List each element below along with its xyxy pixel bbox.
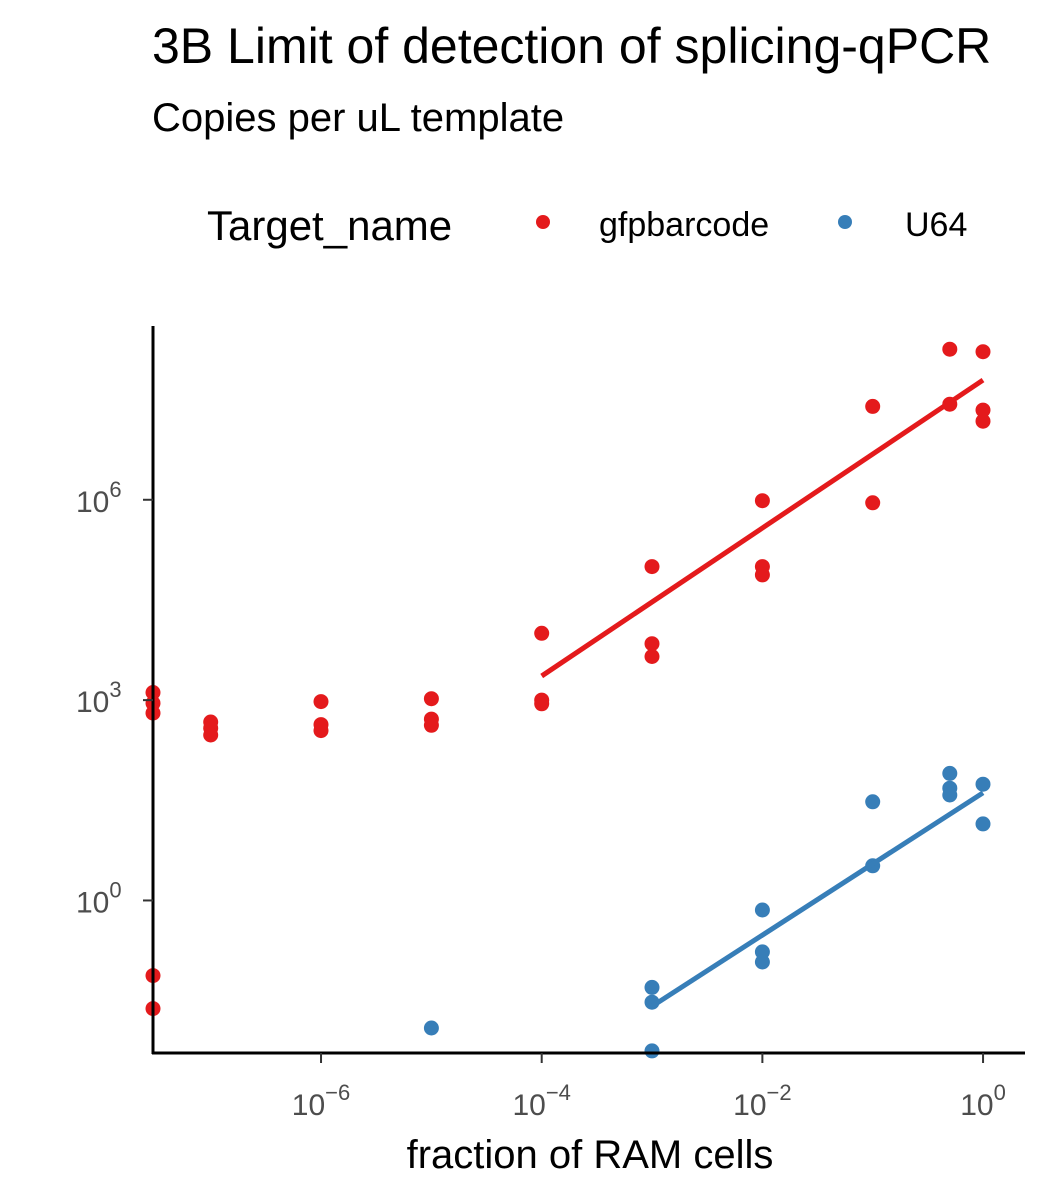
x-tick-label-3: 100	[960, 1080, 1006, 1122]
legend: Target_name gfpbarcode U64	[207, 202, 967, 249]
point-u64-6	[754, 954, 770, 970]
x-axis-label: fraction of RAM cells	[407, 1133, 774, 1177]
point-u64-9	[942, 765, 958, 781]
point-gfpbarcode-23	[865, 398, 881, 414]
point-u64-1	[644, 979, 660, 995]
point-gfpbarcode-18	[644, 636, 660, 652]
plot-area	[145, 341, 991, 1059]
point-gfpbarcode-14	[534, 625, 550, 641]
point-gfpbarcode-20	[754, 493, 770, 509]
legend-marker-gfpbarcode	[536, 215, 550, 229]
y-tick-label-0: 100	[76, 877, 122, 919]
point-gfpbarcode-28	[975, 402, 991, 418]
point-gfpbarcode-24	[865, 495, 881, 511]
point-gfpbarcode-25	[942, 341, 958, 357]
point-u64-11	[942, 787, 958, 803]
legend-title: Target_name	[207, 202, 452, 249]
x-tick-label-1: 10−4	[512, 1080, 570, 1122]
point-gfpbarcode-22	[754, 567, 770, 583]
point-gfpbarcode-19	[644, 649, 660, 664]
point-u64-13	[975, 816, 991, 832]
point-u64-0	[423, 1020, 439, 1036]
legend-label-gfpbarcode: gfpbarcode	[599, 206, 769, 244]
point-u64-7	[865, 794, 881, 810]
point-gfpbarcode-7	[203, 727, 219, 743]
chart-title: 3B Limit of detection of splicing-qPCR	[152, 18, 991, 74]
point-gfpbarcode-16	[534, 696, 550, 712]
axes: 10−6 10−4 10−2 100 100 103 106	[76, 326, 1025, 1122]
point-u64-12	[975, 776, 991, 792]
point-gfpbarcode-11	[423, 691, 439, 707]
y-tick-label-2: 106	[76, 477, 122, 519]
point-u64-3	[644, 1043, 660, 1059]
y-tick-label-1: 103	[76, 677, 122, 719]
point-gfpbarcode-8	[313, 694, 329, 710]
point-gfpbarcode-27	[975, 344, 991, 360]
chart-subtitle: Copies per uL template	[152, 96, 564, 140]
fit-line-gfpbarcode	[540, 378, 985, 679]
fit-line-u64	[650, 790, 985, 1009]
point-gfpbarcode-29	[975, 413, 991, 429]
x-tick-label-0: 10−6	[292, 1080, 350, 1122]
point-gfpbarcode-17	[644, 559, 660, 575]
legend-marker-u64	[838, 215, 852, 229]
point-gfpbarcode-10	[313, 723, 329, 739]
x-tick-label-2: 10−2	[733, 1080, 791, 1122]
legend-label-u64: U64	[905, 206, 967, 244]
point-gfpbarcode-13	[423, 717, 439, 733]
point-u64-4	[754, 902, 770, 918]
